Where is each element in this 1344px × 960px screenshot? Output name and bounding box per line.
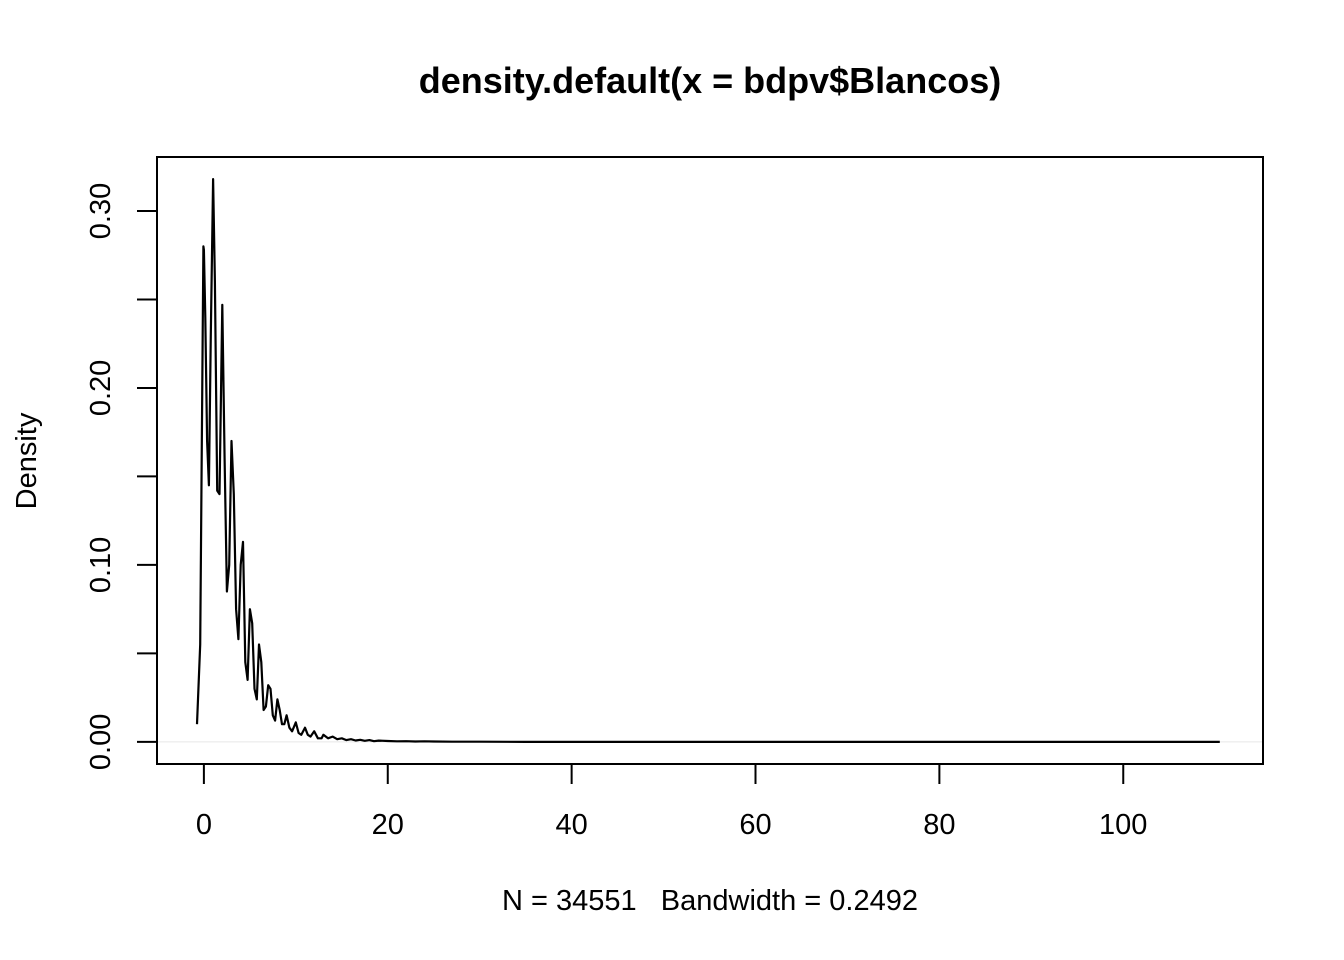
y-tick-label: 0.20	[85, 360, 117, 416]
x-tick-label: 0	[196, 809, 212, 841]
x-tick-label: 80	[923, 809, 955, 841]
x-axis-label: N = 34551 Bandwidth = 0.2492	[502, 885, 918, 917]
density-curve	[195, 178, 1220, 744]
y-axis: 0.00 0.10 0.20 0.30	[85, 183, 158, 770]
x-tick-label: 40	[556, 809, 588, 841]
y-tick-label: 0.30	[85, 183, 117, 239]
x-tick-label: 20	[372, 809, 404, 841]
plot-box	[156, 156, 1264, 765]
x-tick-label: 60	[739, 809, 771, 841]
y-axis-label: Density	[11, 412, 43, 509]
y-tick-label: 0.00	[85, 714, 117, 770]
x-axis: 0 20 40 60 80 100	[196, 763, 1147, 841]
chart-title: density.default(x = bdpv$Blancos)	[419, 60, 1001, 101]
x-tick-label: 100	[1099, 809, 1147, 841]
y-tick-label: 0.10	[85, 537, 117, 593]
